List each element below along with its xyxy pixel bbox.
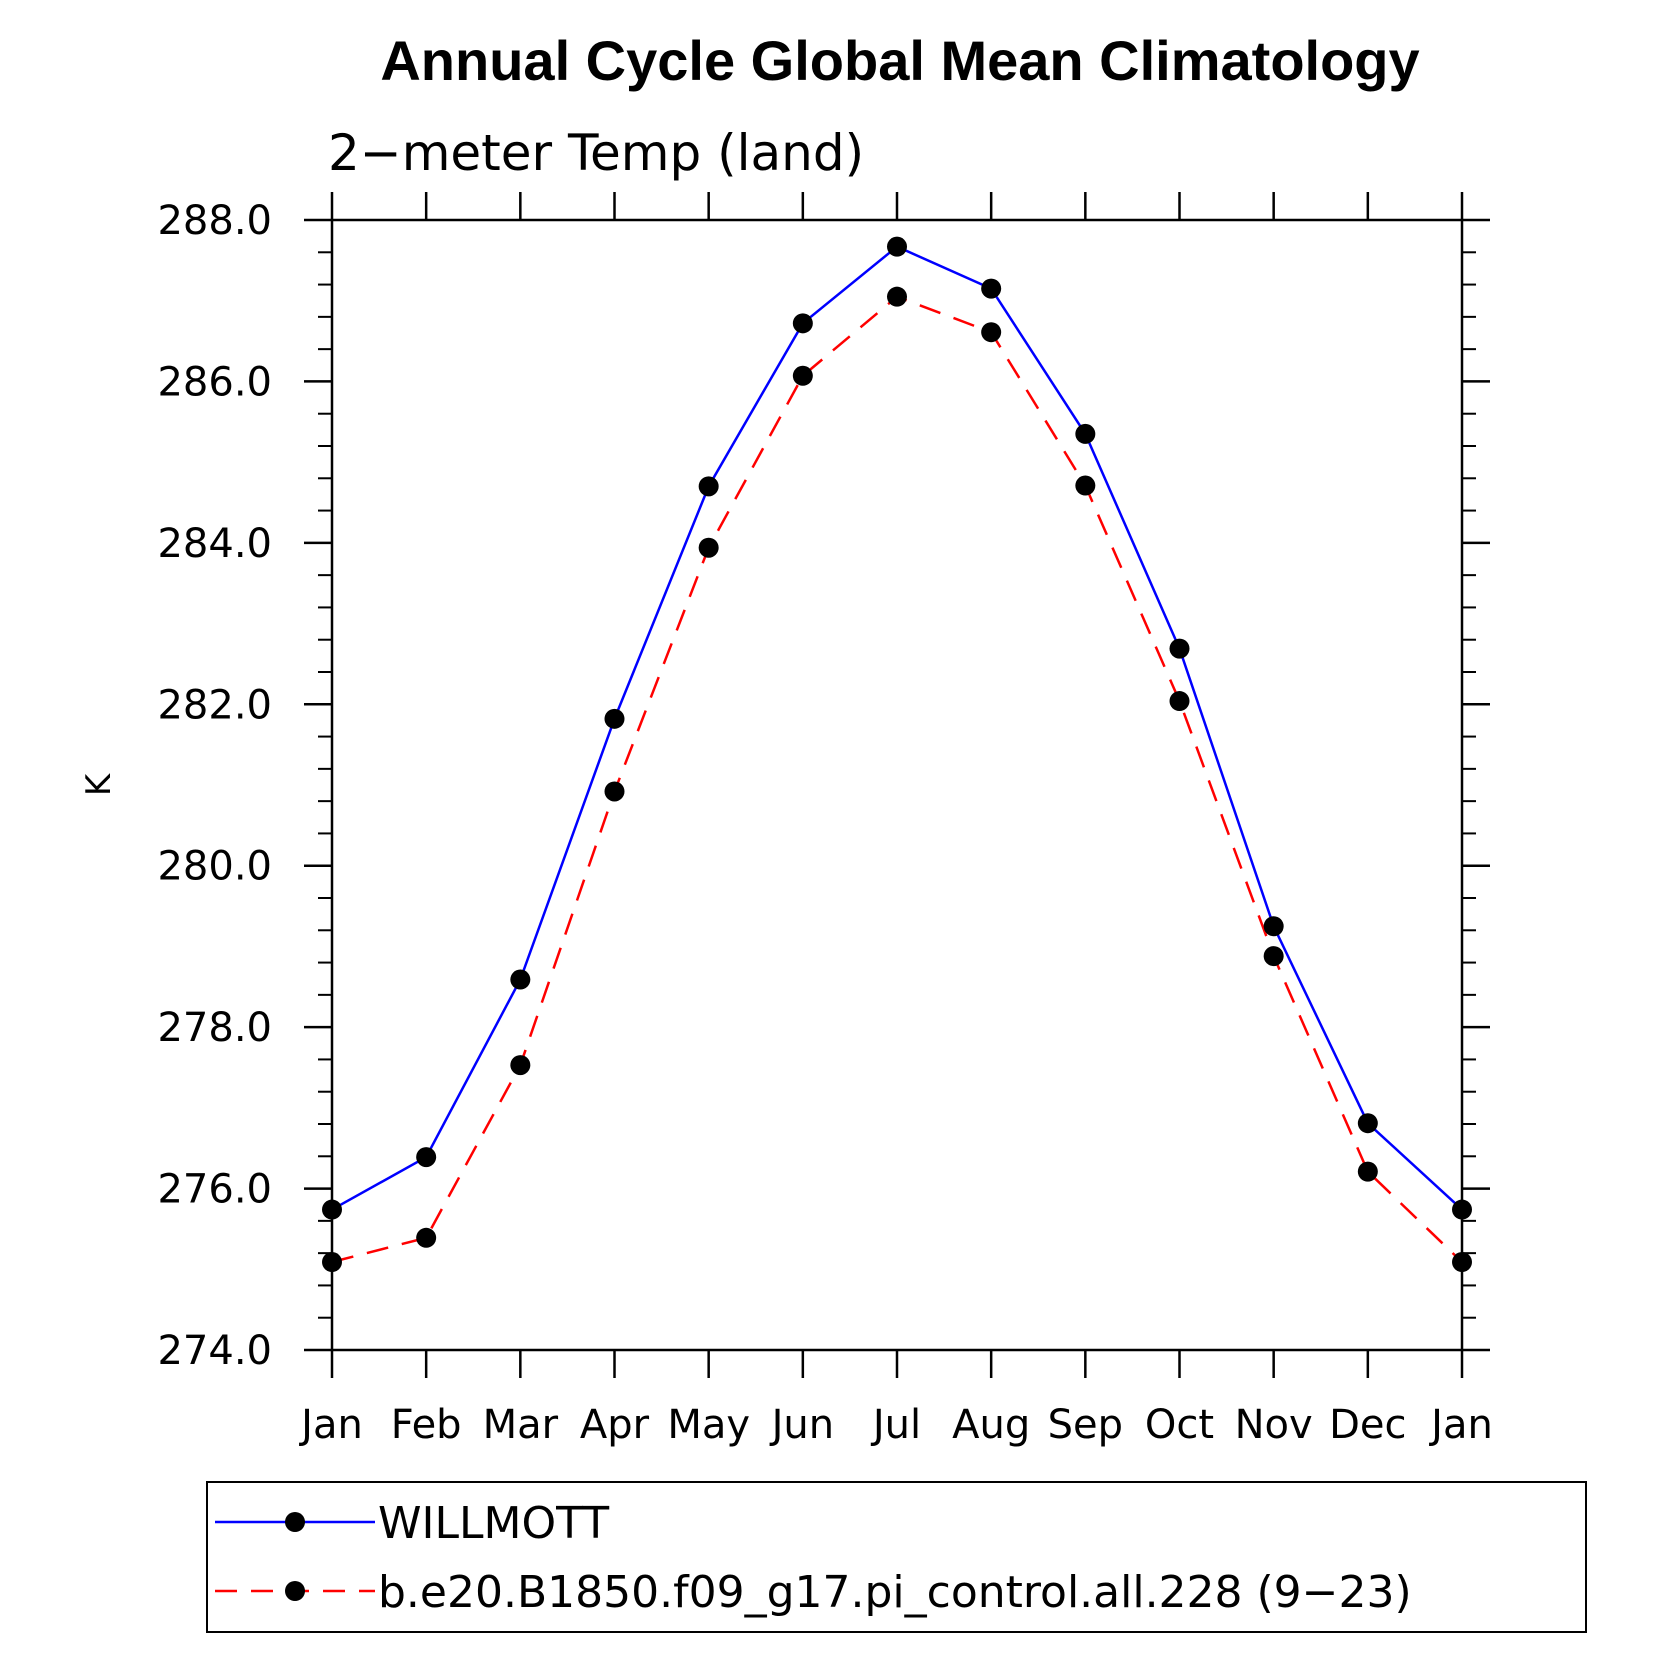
series-0-point bbox=[698, 476, 719, 497]
y-tick-label: 278.0 bbox=[157, 1005, 272, 1051]
series-0-point bbox=[792, 313, 813, 334]
series-1-point bbox=[981, 322, 1002, 343]
x-tick-label: Oct bbox=[1145, 1402, 1214, 1448]
series-0-point bbox=[604, 708, 625, 729]
plot-frame bbox=[330, 218, 1464, 1352]
x-tick-label: Jan bbox=[298, 1402, 363, 1448]
series-1-point bbox=[792, 365, 813, 386]
series-1-point bbox=[416, 1227, 437, 1248]
series-0-point bbox=[322, 1199, 342, 1220]
x-tick-label: Mar bbox=[483, 1402, 559, 1448]
x-tick-label: Apr bbox=[580, 1402, 650, 1448]
y-tick-label: 286.0 bbox=[157, 359, 272, 405]
series-0-point bbox=[981, 278, 1002, 299]
legend-entry-label: b.e20.B1850.f09_g17.pi_control.all.228 (… bbox=[378, 1567, 1412, 1618]
series-1-point bbox=[1075, 475, 1096, 496]
series-0-point bbox=[1263, 916, 1284, 937]
y-axis-label: K bbox=[79, 772, 119, 796]
x-tick-label: Jan bbox=[1428, 1402, 1493, 1448]
series-1-point bbox=[510, 1055, 531, 1076]
series-1-point bbox=[1357, 1161, 1378, 1182]
legend-entry-label: WILLMOTT bbox=[378, 1498, 609, 1549]
series-0-point bbox=[416, 1147, 437, 1168]
x-tick-label: May bbox=[667, 1402, 750, 1448]
series-1-point bbox=[604, 781, 625, 802]
y-tick-label: 288.0 bbox=[157, 198, 272, 244]
y-tick-label: 274.0 bbox=[157, 1328, 272, 1374]
series-line-1 bbox=[331, 295, 1463, 1264]
series-1-point bbox=[698, 537, 719, 558]
y-tick-label: 284.0 bbox=[157, 521, 272, 567]
chart-title: Annual Cycle Global Mean Climatology bbox=[380, 29, 1419, 92]
series-1-point bbox=[1263, 946, 1284, 967]
legend-box bbox=[206, 1481, 1587, 1633]
y-tick-label: 280.0 bbox=[157, 844, 272, 890]
plot-area bbox=[322, 236, 1472, 1273]
series-0-point bbox=[1169, 638, 1190, 659]
x-tick-label: Nov bbox=[1235, 1402, 1313, 1448]
x-tick-label: Jul bbox=[870, 1402, 921, 1448]
series-1-point bbox=[887, 286, 907, 307]
series-1-point bbox=[1169, 691, 1190, 712]
chart-subtitle: 2−meter Temp (land) bbox=[328, 124, 864, 182]
y-tick-label: 282.0 bbox=[157, 682, 272, 728]
series-0-point bbox=[1452, 1199, 1472, 1220]
legend-swatch-marker bbox=[285, 1581, 305, 1601]
series-0-point bbox=[887, 236, 907, 257]
series-0-point bbox=[1357, 1113, 1378, 1134]
legend: WILLMOTT b.e20.B1850.f09_g17.pi_control.a… bbox=[206, 1481, 1587, 1633]
series-0-point bbox=[510, 969, 531, 990]
series-line-0 bbox=[331, 245, 1463, 1211]
x-tick-label: Sep bbox=[1048, 1402, 1123, 1448]
x-tick-label: Dec bbox=[1329, 1402, 1406, 1448]
legend-swatch-marker bbox=[285, 1512, 305, 1532]
series-1-point bbox=[322, 1252, 342, 1273]
y-tick-label: 276.0 bbox=[157, 1167, 272, 1213]
series-0-point bbox=[1075, 423, 1096, 444]
x-tick-label: Feb bbox=[391, 1402, 462, 1448]
series-1-point bbox=[1452, 1252, 1472, 1273]
axes: 274.0 276.0 278.0 280.0 282.0 284.0 286.0 288.0… bbox=[157, 192, 1493, 1448]
x-tick-label: Jun bbox=[769, 1402, 835, 1448]
x-tick-label: Aug bbox=[952, 1402, 1030, 1448]
